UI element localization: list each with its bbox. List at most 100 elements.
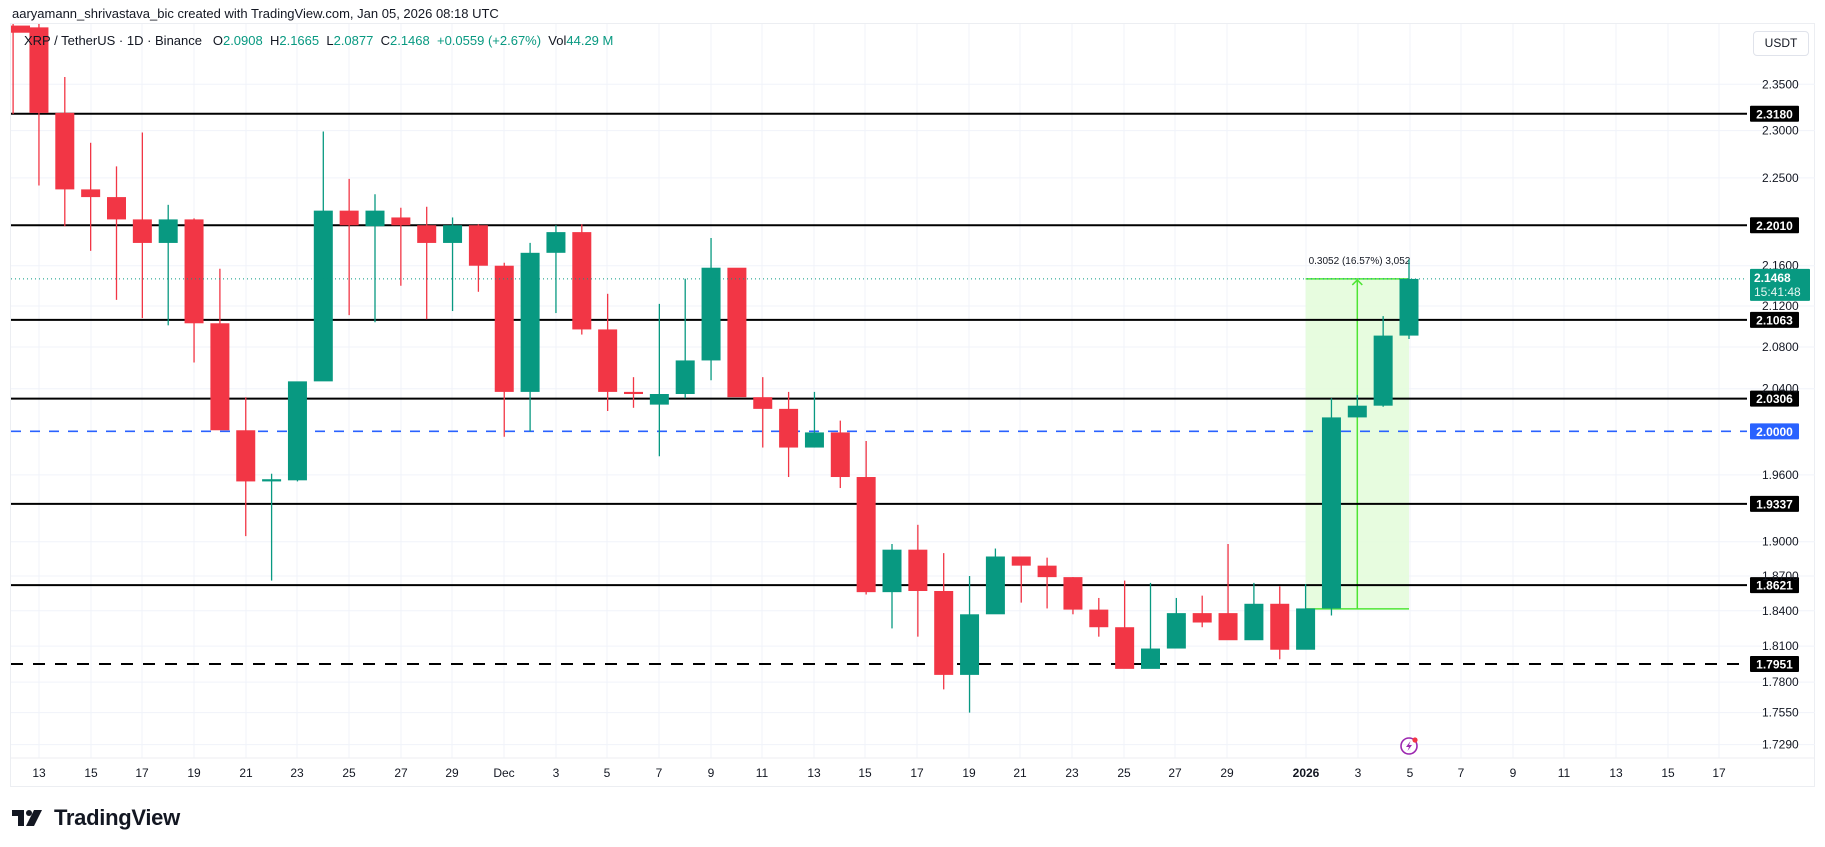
candle-body bbox=[158, 219, 178, 243]
candle bbox=[236, 397, 256, 537]
candle bbox=[985, 548, 1005, 615]
candle bbox=[649, 303, 669, 457]
candle bbox=[1270, 586, 1290, 660]
high-value: 2.1665 bbox=[279, 33, 320, 48]
level-price-label: 2.0306 bbox=[1756, 392, 1793, 406]
time-tick-label: 15 bbox=[858, 766, 872, 780]
horizontal-levels[interactable]: 2.3180 2.2010 2.1063 2.0306 2.0000 1.9337 1.86… bbox=[11, 105, 1799, 672]
candle bbox=[158, 204, 178, 326]
candle bbox=[1011, 556, 1031, 603]
candle-body bbox=[572, 232, 592, 330]
candle bbox=[934, 553, 954, 690]
candle bbox=[779, 391, 799, 478]
candle-body bbox=[417, 225, 437, 243]
candle-body bbox=[701, 267, 721, 361]
candle bbox=[365, 194, 385, 323]
price-range-measure[interactable]: 0.3052 (16.57%) 3,052 bbox=[1305, 256, 1411, 610]
candle bbox=[727, 267, 747, 398]
candle bbox=[520, 242, 540, 432]
time-tick-label: 3 bbox=[553, 766, 560, 780]
candle bbox=[29, 24, 49, 186]
candle-body bbox=[391, 217, 411, 226]
open-value: 2.0908 bbox=[222, 33, 263, 48]
candle-body bbox=[1218, 613, 1238, 641]
candlestick-series bbox=[11, 24, 1419, 713]
candle-body bbox=[236, 430, 256, 482]
candle bbox=[1166, 597, 1186, 649]
candle bbox=[598, 293, 618, 411]
price-tick-label: 1.9000 bbox=[1762, 535, 1799, 549]
level-price-badge bbox=[1750, 655, 1799, 672]
level-price-badge bbox=[1750, 577, 1799, 594]
time-axis[interactable]: 13 15 17 19 21 23 25 27 29 Dec 3 5 7 9 11 13 15 17 19 21 23 2… bbox=[32, 766, 1726, 780]
candle-body bbox=[132, 219, 152, 243]
candle-body bbox=[1270, 603, 1290, 650]
candle bbox=[753, 377, 773, 448]
time-tick-label: 19 bbox=[187, 766, 201, 780]
level-price-badge bbox=[1750, 217, 1799, 234]
time-tick-label: 3 bbox=[1355, 766, 1362, 780]
candle-body bbox=[262, 479, 282, 482]
candle-body bbox=[1296, 608, 1316, 650]
candle bbox=[1141, 582, 1160, 669]
chart-credit: aaryamann_shrivastava_bic created with T… bbox=[12, 6, 499, 21]
candle-body bbox=[1037, 565, 1057, 578]
candle bbox=[184, 218, 204, 363]
close-label: C bbox=[380, 33, 390, 48]
candle-body bbox=[1373, 335, 1393, 406]
time-tick-label: 13 bbox=[32, 766, 46, 780]
time-tick-label: 17 bbox=[1712, 766, 1726, 780]
time-tick-label: 21 bbox=[239, 766, 253, 780]
tradingview-logo-icon bbox=[12, 810, 42, 826]
time-tick-label: 9 bbox=[708, 766, 715, 780]
candle-body bbox=[520, 252, 540, 392]
open-label: O bbox=[212, 33, 223, 48]
candle-body bbox=[856, 477, 876, 593]
lightning-icon[interactable] bbox=[1400, 737, 1418, 755]
symbol-title[interactable]: XRP / TetherUS · 1D · Binance bbox=[24, 33, 202, 48]
candle-body bbox=[107, 197, 126, 220]
price-axis[interactable]: 2.35002.30002.25002.16002.12002.08002.04… bbox=[1750, 77, 1810, 752]
price-tick-label: 2.0400 bbox=[1762, 382, 1799, 396]
candle-body bbox=[1011, 556, 1031, 566]
time-tick-label: 9 bbox=[1510, 766, 1517, 780]
time-tick-label: 25 bbox=[342, 766, 356, 780]
low-value: 2.0877 bbox=[333, 33, 374, 48]
level-price-label: 1.9337 bbox=[1756, 497, 1793, 511]
candle bbox=[1296, 584, 1316, 650]
candle-body bbox=[339, 210, 359, 226]
level-price-label: 2.0000 bbox=[1756, 425, 1793, 439]
price-tick-label: 1.7800 bbox=[1762, 675, 1799, 689]
time-tick-label: 5 bbox=[604, 766, 611, 780]
candle bbox=[210, 268, 230, 431]
candle bbox=[1244, 582, 1264, 641]
change-value: +0.0559 (+2.67%) bbox=[436, 33, 542, 48]
level-price-label: 2.3180 bbox=[1756, 107, 1793, 121]
price-tick-label: 1.7550 bbox=[1762, 706, 1799, 720]
currency-button[interactable]: USDT bbox=[1753, 31, 1809, 56]
price-tick-label: 2.2500 bbox=[1762, 171, 1799, 185]
time-tick-label: 27 bbox=[1168, 766, 1182, 780]
time-tick-label: 15 bbox=[84, 766, 98, 780]
candle-body bbox=[1244, 603, 1264, 641]
candle-body bbox=[830, 432, 850, 478]
candle-body bbox=[675, 360, 695, 395]
candle bbox=[313, 131, 333, 382]
price-tick-label: 1.8400 bbox=[1762, 604, 1799, 618]
time-tick-label: 7 bbox=[1458, 766, 1465, 780]
candle-body bbox=[908, 549, 928, 591]
symbol-legend[interactable]: XRP / TetherUS · 1D · Binance O2.0908 H2… bbox=[24, 33, 613, 48]
candle bbox=[960, 575, 980, 713]
candle-body bbox=[1089, 609, 1109, 628]
candle bbox=[1192, 595, 1212, 628]
candle bbox=[391, 207, 411, 286]
candle-body bbox=[624, 391, 643, 395]
countdown-label: 15:41:48 bbox=[1754, 285, 1801, 299]
level-price-badge bbox=[1750, 105, 1799, 122]
time-tick-label: 25 bbox=[1117, 766, 1131, 780]
tradingview-logo[interactable]: TradingView bbox=[12, 805, 180, 830]
candle bbox=[11, 24, 30, 114]
candle bbox=[1347, 395, 1367, 418]
time-tick-label: 15 bbox=[1661, 766, 1675, 780]
